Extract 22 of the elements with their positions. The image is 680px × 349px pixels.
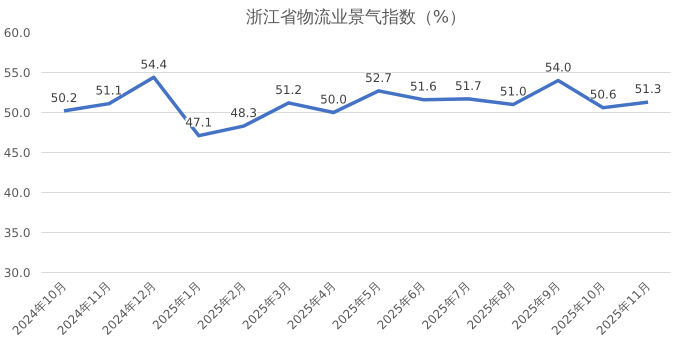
y-tick-label: 50.0 [4, 106, 30, 120]
data-label: 54.4 [140, 57, 168, 72]
y-tick-label: 35.0 [4, 226, 30, 240]
data-label: 52.7 [365, 70, 392, 85]
data-label: 50.6 [590, 88, 616, 102]
data-label: 54.0 [544, 60, 572, 74]
data-label: 51.6 [410, 80, 437, 94]
y-tick-label: 45.0 [4, 146, 30, 160]
data-label: 50.2 [50, 90, 78, 105]
data-label: 51.0 [500, 84, 527, 98]
data-label: 50.0 [320, 92, 347, 106]
chart-title: 浙江省物流业景气指数（%） [246, 8, 466, 28]
data-label: 51.2 [275, 82, 302, 97]
data-label: 51.7 [454, 78, 482, 93]
y-tick-label: 40.0 [4, 186, 30, 200]
data-label: 51.3 [634, 82, 662, 96]
data-label: 47.1 [185, 116, 212, 130]
data-label: 48.3 [230, 106, 258, 120]
y-tick-label: 30.0 [4, 266, 30, 280]
y-tick-label: 55.0 [4, 66, 30, 80]
data-label: 51.1 [96, 84, 122, 98]
y-tick-label: 60.0 [4, 26, 30, 40]
